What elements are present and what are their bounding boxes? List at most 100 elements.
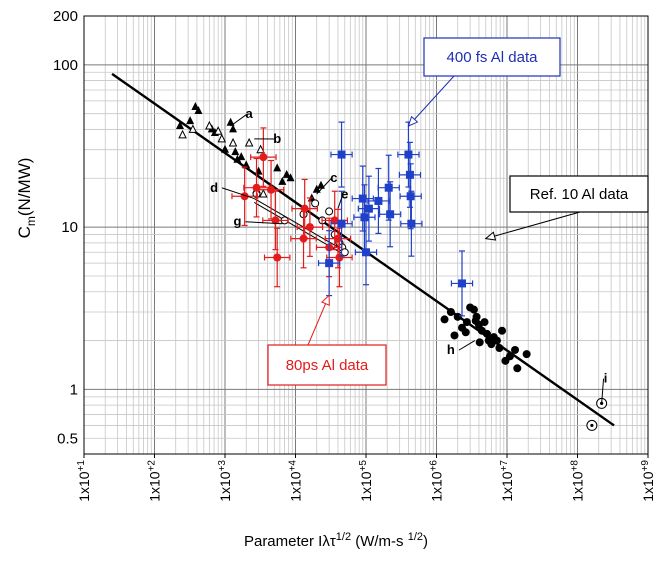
data-point <box>453 312 462 321</box>
y-axis-ticks: 200 100 10 1 0.5 <box>53 8 78 447</box>
data-point <box>186 116 195 125</box>
callout-arrow-line <box>485 211 581 240</box>
data-point <box>471 316 480 325</box>
y-axis-label-rest: (N/MW) <box>15 158 34 217</box>
data-point <box>233 154 242 163</box>
x-axis-label-main: Parameter Iλτ <box>244 533 336 550</box>
callout-text: Ref. 10 Al data <box>530 186 629 203</box>
data-point <box>513 364 522 373</box>
x-tick-exp: +9 <box>640 460 651 472</box>
data-point <box>498 326 507 335</box>
x-tick-base: 1x10 <box>640 471 656 502</box>
data-point <box>480 318 489 327</box>
data-point-dot <box>590 423 594 428</box>
y-axis-label-sub: m <box>24 216 38 226</box>
data-point <box>191 101 200 110</box>
y-tick-label: 1 <box>70 381 78 398</box>
data-point <box>300 204 309 213</box>
x-tick-label: 1x10+7 <box>499 460 515 502</box>
data-point <box>254 166 263 175</box>
data-point <box>299 234 308 243</box>
data-point <box>405 170 414 179</box>
data-point <box>317 180 326 189</box>
y-tick-label: 200 <box>53 8 78 25</box>
data-point <box>364 204 373 213</box>
x-tick-exp: +5 <box>358 460 369 472</box>
x-tick-label: 1x10+2 <box>147 460 163 502</box>
data-point <box>282 169 291 178</box>
data-point <box>337 150 346 159</box>
data-point <box>259 153 268 162</box>
data-point <box>337 219 346 228</box>
data-point <box>495 343 504 352</box>
y-tick-label: 100 <box>53 57 78 74</box>
x-tick-exp: +7 <box>499 460 510 472</box>
x-tick-exp: +2 <box>147 460 158 472</box>
data-point <box>237 152 246 161</box>
callout-box <box>267 344 387 386</box>
x-tick-label: 1x10+3 <box>217 460 233 502</box>
x-tick-base: 1x10 <box>288 471 304 502</box>
data-point <box>231 147 240 156</box>
x-tick-label: 1x10+4 <box>288 460 304 502</box>
x-axis-label: Parameter Iλτ1/2 (W/m-s 1/2) <box>244 531 428 550</box>
callouts-layer: 400 fs Al data Ref. 10 Al data 80ps Al dat… <box>267 37 649 386</box>
y-tick-label: 0.5 <box>57 430 78 447</box>
data-point <box>244 137 254 147</box>
x-tick-label: 1x10+8 <box>570 460 586 502</box>
data-point <box>358 194 367 203</box>
data-point <box>461 328 470 337</box>
x-tick-label: 1x10+5 <box>358 460 374 502</box>
data-point <box>229 124 238 133</box>
data-point <box>462 318 471 327</box>
annotation-label: i <box>604 371 608 386</box>
data-point <box>360 213 369 222</box>
data-point <box>404 150 413 159</box>
data-point <box>511 345 520 354</box>
data-point <box>407 219 416 228</box>
data-point <box>252 183 261 192</box>
data-point <box>278 176 287 185</box>
x-tick-exp: +6 <box>429 460 440 472</box>
data-point <box>286 173 295 182</box>
data-point <box>228 137 238 147</box>
y-axis-label: Cm(N/MW) <box>15 158 38 239</box>
data-point <box>440 315 449 324</box>
data-point <box>330 216 339 225</box>
annotation-leader <box>458 340 476 351</box>
data-point <box>333 234 342 243</box>
data-point <box>312 184 321 193</box>
data-point <box>273 163 282 172</box>
data-point <box>475 338 484 347</box>
callout-text: 400 fs Al data <box>447 49 539 66</box>
x-tick-label: 1x10+1 <box>76 460 92 502</box>
data-point <box>194 105 203 114</box>
data-point <box>176 120 185 129</box>
data-point <box>406 192 415 201</box>
annotation-label: g <box>233 214 241 229</box>
annotation-label: b <box>273 131 281 146</box>
callout-arrow-head <box>321 294 330 306</box>
annotation-label: h <box>447 342 455 357</box>
data-point <box>305 223 314 232</box>
data-point <box>450 331 459 340</box>
data-point <box>482 329 491 338</box>
data-point <box>226 117 235 126</box>
data-point <box>311 199 320 208</box>
x-tick-base: 1x10 <box>358 471 374 502</box>
callout-box <box>509 175 649 213</box>
x-tick-base: 1x10 <box>570 471 586 502</box>
annotation-label: a <box>246 106 254 121</box>
annotation-label: c <box>330 170 337 185</box>
annotation-label: e <box>341 187 348 202</box>
data-point <box>362 248 370 257</box>
x-tick-base: 1x10 <box>76 471 92 502</box>
data-point <box>188 124 198 133</box>
x-tick-base: 1x10 <box>429 471 445 502</box>
x-tick-label: 1x10+9 <box>640 460 656 502</box>
annotations-layer: a b c d e g h i <box>210 106 608 404</box>
data-point <box>469 305 478 314</box>
data-point <box>458 279 467 288</box>
data-point <box>384 183 393 192</box>
